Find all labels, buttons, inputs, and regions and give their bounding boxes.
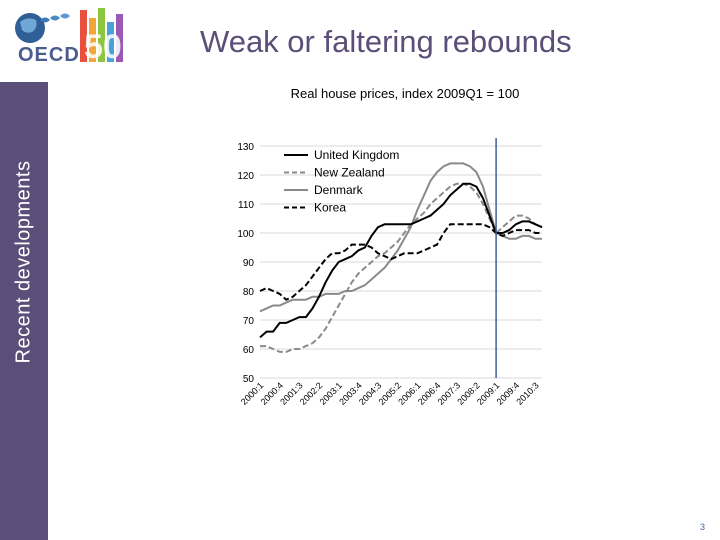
y-tick-label: 120 bbox=[237, 171, 254, 182]
page-title: Weak or faltering rebounds bbox=[200, 24, 572, 59]
y-tick-label: 50 bbox=[243, 374, 255, 385]
legend: United Kingdom New Zealand Denmark Korea bbox=[284, 148, 399, 215]
y-tick-label: 90 bbox=[243, 258, 255, 269]
section-label: Recent developments bbox=[12, 160, 35, 364]
oecd-logo-graphic: 50 bbox=[15, 8, 123, 66]
oecd-logo: 50 OECD bbox=[8, 6, 126, 66]
legend-label-kr: Korea bbox=[314, 201, 346, 215]
x-tick-labels: 2000:12000:42001:32002:22003:12003:42004… bbox=[239, 380, 541, 407]
series-line-uk bbox=[259, 182, 543, 339]
page-number: 3 bbox=[700, 522, 706, 532]
y-tick-label: 100 bbox=[237, 229, 254, 240]
logo-text: OECD bbox=[18, 44, 80, 66]
series-lines bbox=[259, 162, 543, 353]
legend-label-uk: United Kingdom bbox=[314, 148, 399, 162]
y-tick-label: 130 bbox=[237, 142, 254, 153]
series-line-nz bbox=[260, 182, 543, 353]
sidebar-band bbox=[0, 82, 48, 540]
y-tick-label: 70 bbox=[243, 316, 255, 327]
x-tick-label: 2010:3 bbox=[514, 380, 541, 407]
legend-label-nz: New Zealand bbox=[314, 166, 385, 180]
y-tick-label: 80 bbox=[243, 287, 255, 298]
house-price-chart: 50 60 70 80 90 100 110 120 130 2000:12000:42001:… bbox=[237, 138, 543, 407]
chart-title: Real house prices, index 2009Q1 = 100 bbox=[290, 86, 520, 101]
y-tick-labels: 50 60 70 80 90 100 110 120 130 bbox=[237, 142, 254, 385]
y-tick-label: 60 bbox=[243, 345, 255, 356]
y-tick-label: 110 bbox=[238, 200, 254, 211]
grid-layer bbox=[260, 145, 542, 379]
legend-label-dk: Denmark bbox=[314, 183, 364, 197]
logo-number: 50 bbox=[84, 28, 122, 64]
